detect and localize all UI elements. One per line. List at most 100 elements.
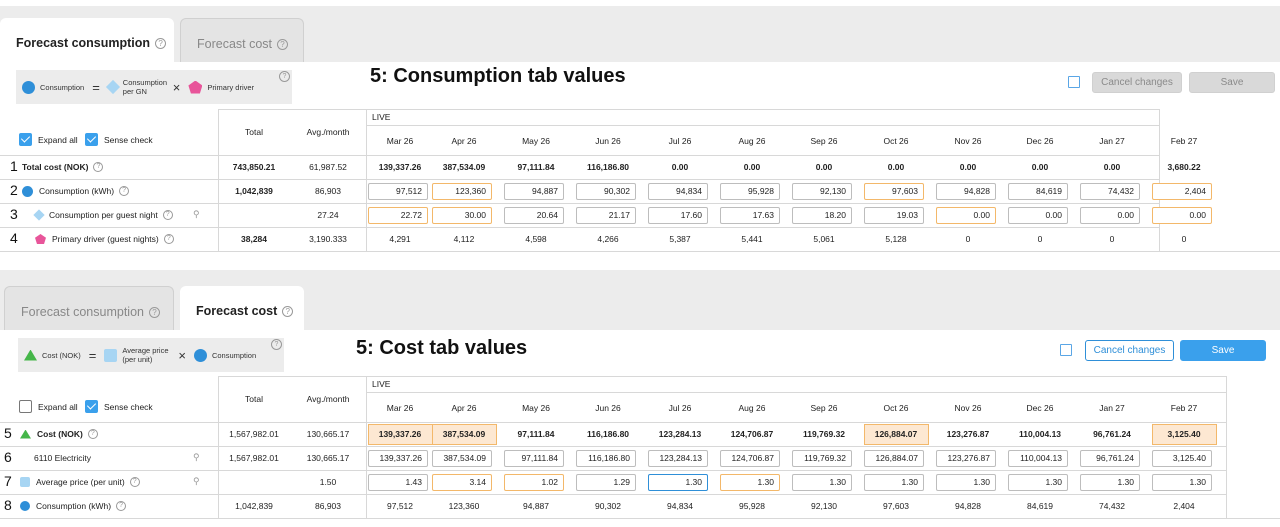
avg-value: 130,665.17 bbox=[306, 453, 350, 463]
value-input[interactable]: 22.72 bbox=[368, 207, 428, 224]
formula-term: Consumption bbox=[211, 350, 257, 360]
value-cell: 5,441 bbox=[741, 234, 763, 244]
value-input[interactable]: 95,928 bbox=[720, 183, 780, 200]
person-edit-icon[interactable]: ⚲ bbox=[193, 452, 200, 462]
row-label: Primary driver (guest nights)? bbox=[35, 233, 174, 245]
grid-line bbox=[0, 422, 1226, 423]
value-input[interactable]: 1.30 bbox=[720, 474, 780, 491]
tab-forecast-cost[interactable]: Forecast cost? bbox=[180, 18, 304, 62]
value-input[interactable]: 124,706.87 bbox=[720, 450, 780, 467]
expand-all-checkbox[interactable] bbox=[19, 400, 32, 413]
triangle-icon bbox=[20, 429, 31, 439]
diamond-icon bbox=[33, 209, 45, 221]
value-input[interactable]: 123,276.87 bbox=[936, 450, 996, 467]
value-input[interactable]: 17.60 bbox=[648, 207, 708, 224]
diamond-icon bbox=[105, 79, 120, 95]
value-input[interactable]: 94,828 bbox=[936, 183, 996, 200]
value-input[interactable]: 119,769.32 bbox=[792, 450, 852, 467]
value-input[interactable]: 21.17 bbox=[576, 207, 636, 224]
help-icon: ? bbox=[282, 306, 294, 317]
value-input[interactable]: 0.00 bbox=[1152, 207, 1212, 224]
value-input[interactable]: 90,302 bbox=[576, 183, 636, 200]
row-number: 5 bbox=[4, 425, 12, 441]
sense-check-checkbox[interactable] bbox=[85, 400, 98, 413]
tab-forecast-cost[interactable]: Forecast cost? bbox=[180, 286, 304, 330]
expand-all-checkbox[interactable] bbox=[19, 133, 32, 146]
month-header: Jun 26 bbox=[595, 403, 621, 413]
consumption-panel: Forecast consumption? Forecast cost? Con… bbox=[0, 0, 1280, 258]
value-input[interactable]: 1.02 bbox=[504, 474, 564, 491]
value-input[interactable]: 97,512 bbox=[368, 183, 428, 200]
formula-bar: Consumption = Consumption per GN × Prima… bbox=[16, 70, 292, 104]
value-cell: 97,111.84 bbox=[517, 429, 555, 439]
value-cell: 116,186.80 bbox=[586, 429, 630, 439]
save-button[interactable]: Save bbox=[1189, 72, 1275, 93]
value-input[interactable]: 94,834 bbox=[648, 183, 708, 200]
value-input[interactable]: 0.00 bbox=[1008, 207, 1068, 224]
avg-header: Avg./month bbox=[306, 394, 350, 404]
value-input[interactable]: 92,130 bbox=[792, 183, 852, 200]
sense-check-checkbox[interactable] bbox=[85, 133, 98, 146]
value-input[interactable]: 110,004.13 bbox=[1008, 450, 1068, 467]
value-input[interactable]: 1.30 bbox=[1008, 474, 1068, 491]
value-cell: 4,266 bbox=[597, 234, 619, 244]
value-input[interactable]: 74,432 bbox=[1080, 183, 1140, 200]
row-label-text: Consumption (kWh) bbox=[39, 186, 115, 196]
value-input[interactable]: 17.63 bbox=[720, 207, 780, 224]
row-label: Consumption (kWh)? bbox=[22, 185, 130, 197]
value-cell: 0.00 bbox=[743, 162, 761, 172]
value-input[interactable]: 1.30 bbox=[936, 474, 996, 491]
value-input[interactable]: 97,603 bbox=[864, 183, 924, 200]
value-input[interactable]: 1.30 bbox=[648, 474, 708, 491]
value-input[interactable]: 96,761.24 bbox=[1080, 450, 1140, 467]
value-input[interactable]: 2,404 bbox=[1152, 183, 1212, 200]
row-label: Consumption per guest night? bbox=[33, 209, 173, 221]
total-value: 38,284 bbox=[241, 234, 267, 244]
cancel-changes-button[interactable]: Cancel changes bbox=[1085, 340, 1174, 361]
month-header: Feb 27 bbox=[1170, 136, 1198, 146]
value-input[interactable]: 30.00 bbox=[432, 207, 492, 224]
value-input[interactable]: 19.03 bbox=[864, 207, 924, 224]
value-input[interactable]: 387,534.09 bbox=[432, 450, 492, 467]
value-input[interactable]: 18.20 bbox=[792, 207, 852, 224]
value-input[interactable]: 97,111.84 bbox=[504, 450, 564, 467]
value-input[interactable]: 126,884.07 bbox=[864, 450, 924, 467]
grid-line bbox=[0, 470, 1226, 471]
person-edit-icon[interactable]: ⚲ bbox=[193, 476, 200, 486]
grid-line bbox=[0, 179, 1159, 180]
value-cell: 0.00 bbox=[1103, 162, 1121, 172]
value-input[interactable]: 1.30 bbox=[792, 474, 852, 491]
annotation-heading: 5: Cost tab values bbox=[356, 337, 528, 359]
value-input[interactable]: 0.00 bbox=[1080, 207, 1140, 224]
value-input[interactable]: 20.64 bbox=[504, 207, 564, 224]
tab-forecast-consumption[interactable]: Forecast consumption? bbox=[4, 286, 174, 330]
value-cell: 95,928 bbox=[739, 501, 765, 511]
cancel-changes-button[interactable]: Cancel changes bbox=[1092, 72, 1182, 93]
value-input[interactable]: 123,360 bbox=[432, 183, 492, 200]
value-input[interactable]: 1.30 bbox=[864, 474, 924, 491]
value-input[interactable]: 1.29 bbox=[576, 474, 636, 491]
formula-term: Cost (NOK) bbox=[42, 350, 81, 360]
month-header: Dec 26 bbox=[1026, 403, 1054, 413]
person-edit-icon[interactable]: ⚲ bbox=[193, 209, 200, 219]
cost-panel: Forecast consumption? Forecast cost? Cos… bbox=[0, 270, 1280, 527]
value-input[interactable]: 3,125.40 bbox=[1152, 450, 1212, 467]
value-input[interactable]: 1.30 bbox=[1152, 474, 1212, 491]
total-value: 1,042,839 bbox=[235, 501, 273, 511]
value-input[interactable]: 123,284.13 bbox=[648, 450, 708, 467]
value-input[interactable]: 3.14 bbox=[432, 474, 492, 491]
export-icon[interactable] bbox=[1060, 344, 1072, 356]
value-input[interactable]: 0.00 bbox=[936, 207, 996, 224]
value-input[interactable]: 116,186.80 bbox=[576, 450, 636, 467]
grid-line bbox=[0, 227, 1159, 228]
value-input[interactable]: 84,619 bbox=[1008, 183, 1068, 200]
value-input[interactable]: 1.30 bbox=[1080, 474, 1140, 491]
save-button[interactable]: Save bbox=[1180, 340, 1266, 361]
export-icon[interactable] bbox=[1068, 76, 1080, 88]
tab-forecast-consumption[interactable]: Forecast consumption? bbox=[0, 18, 174, 62]
help-icon: ? bbox=[277, 39, 289, 50]
month-header: Sep 26 bbox=[810, 136, 838, 146]
value-input[interactable]: 1.43 bbox=[368, 474, 428, 491]
value-input[interactable]: 139,337.26 bbox=[368, 450, 428, 467]
value-input[interactable]: 94,887 bbox=[504, 183, 564, 200]
